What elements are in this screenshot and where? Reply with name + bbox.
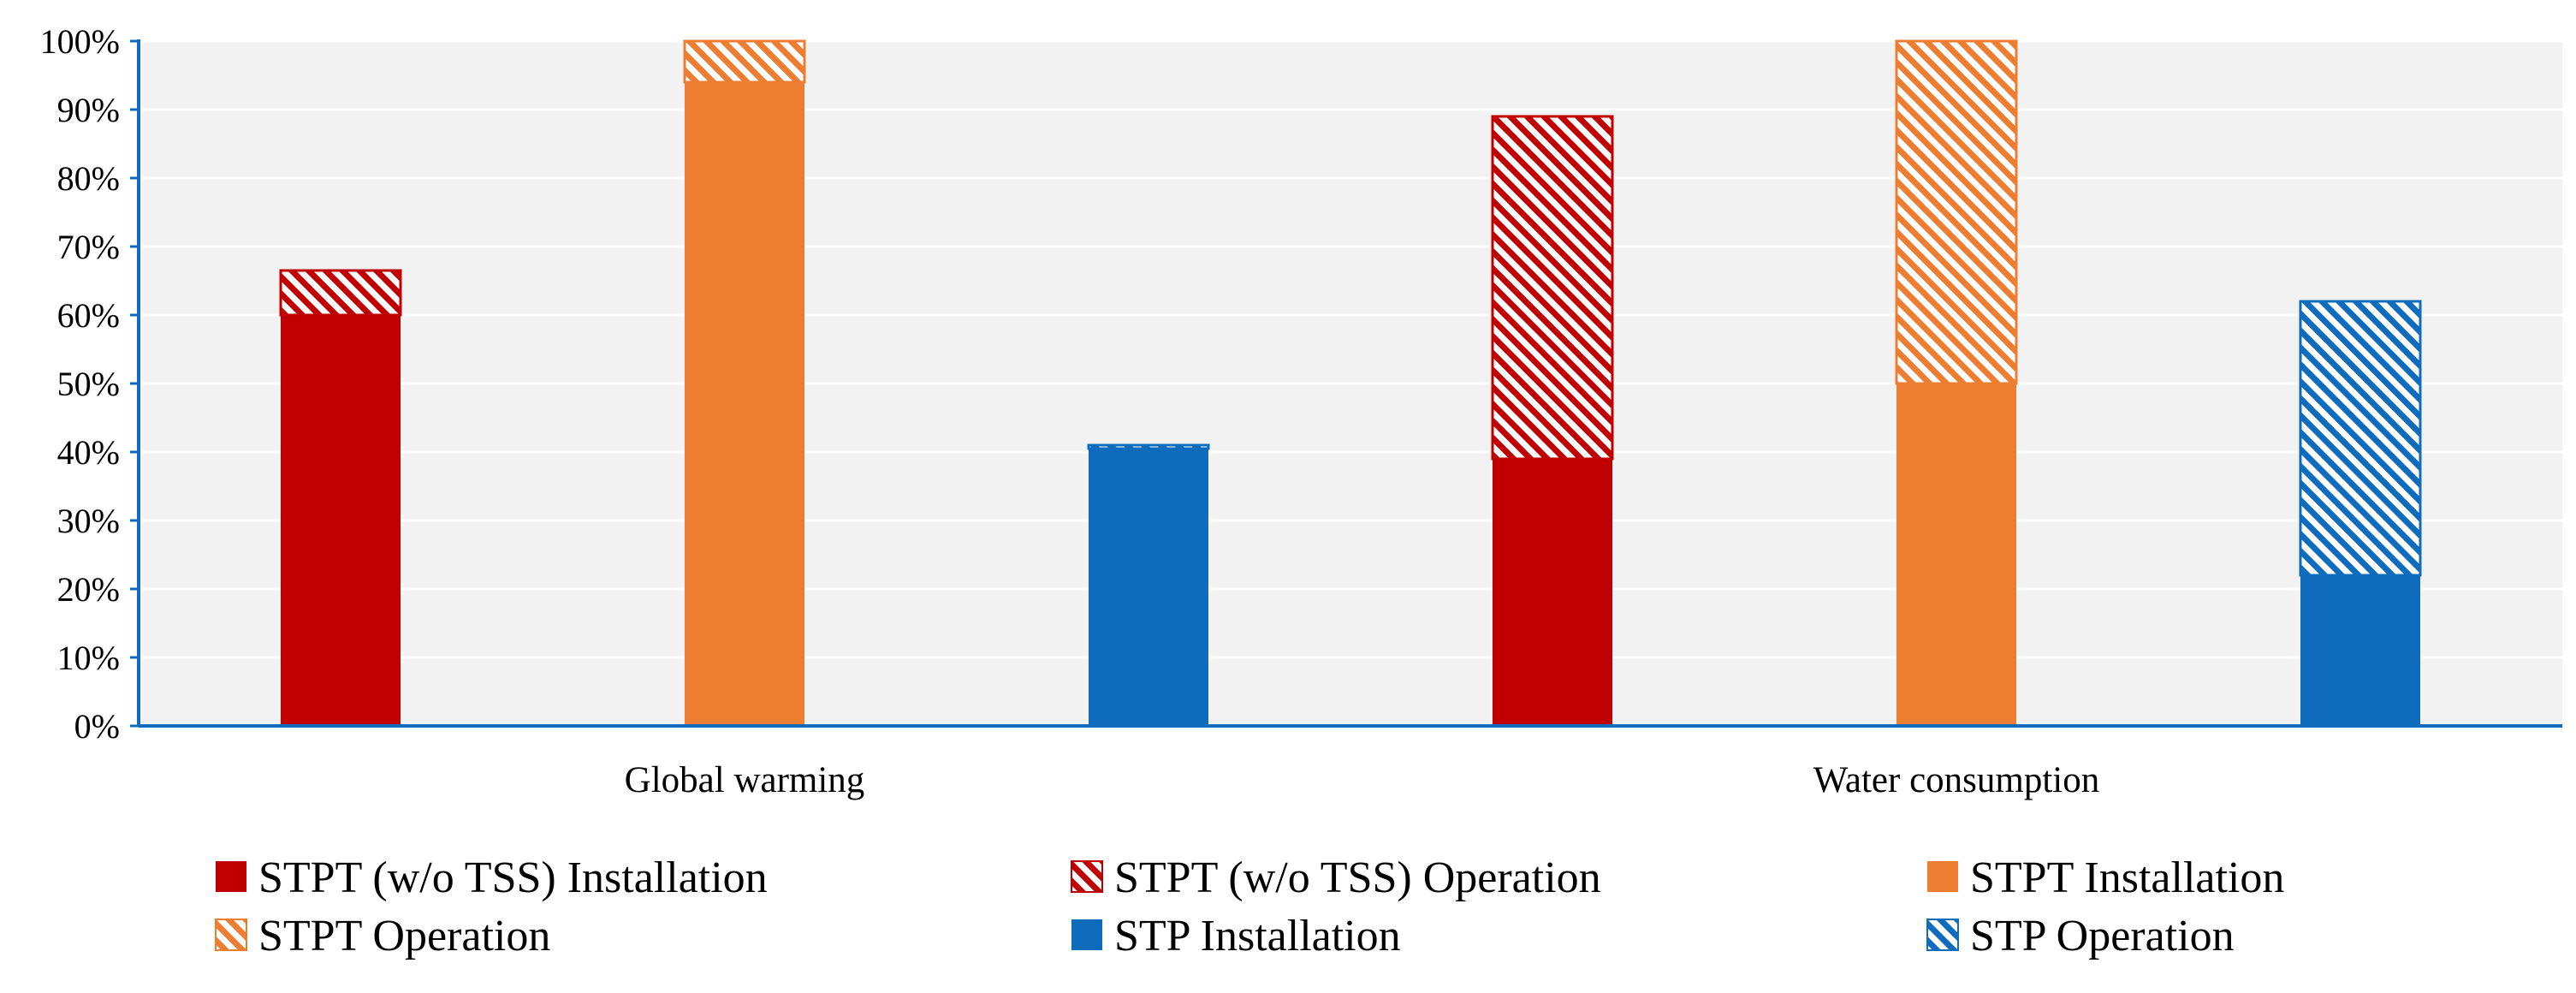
y-tick-label: 100% xyxy=(40,22,120,61)
legend-item-stpt-installation: STPT Installation xyxy=(1927,853,2284,902)
legend-swatch xyxy=(1071,860,1103,893)
legend-label: STPT (w/o TSS) Installation xyxy=(258,853,768,902)
legend: STPT (w/o TSS) Installation STPT (w/o TSS… xyxy=(215,853,2284,960)
bar-stpt-installation-global-warming xyxy=(685,82,804,726)
legend-item-stp-operation: STP Operation xyxy=(1926,912,2235,960)
y-tick-label: 30% xyxy=(57,502,120,540)
y-tick-label: 50% xyxy=(57,365,120,403)
bar-stp-operation-water-consumption xyxy=(2299,300,2422,577)
y-tick-label: 80% xyxy=(57,159,120,198)
legend-label: STP Installation xyxy=(1114,912,1401,960)
bar-stpt-operation-water-consumption xyxy=(1895,39,2018,385)
legend-label: STPT Installation xyxy=(1970,853,2284,902)
y-tick-label: 0% xyxy=(74,707,120,746)
y-tick-label: 90% xyxy=(57,91,120,129)
bars xyxy=(279,39,2422,726)
legend-item-stpt-operation: STPT Operation xyxy=(215,912,550,960)
bar-stpt-w-o-tss-installation-global-warming xyxy=(281,315,401,726)
legend-swatch xyxy=(1926,919,1959,951)
bar-stpt-w-o-tss-operation-global-warming xyxy=(279,269,402,317)
axes xyxy=(130,39,2562,728)
legend-swatch xyxy=(216,861,246,892)
legend-swatch xyxy=(1927,861,1958,892)
legend-label: STPT Operation xyxy=(258,912,550,960)
x-category-label: Water consumption xyxy=(1813,760,2100,800)
axis-labels: 0% 10% 20% 30% 40% 50% 60% 70% 80% 90% 100% Global … xyxy=(40,22,2100,800)
legend-swatch xyxy=(215,919,247,951)
legend-swatch xyxy=(1071,919,1102,950)
legend-label: STP Operation xyxy=(1970,912,2235,960)
y-tick-label: 10% xyxy=(57,639,120,677)
legend-item-stpt-w-o-tss-installation: STPT (w/o TSS) Installation xyxy=(216,853,768,902)
bar-stp-installation-water-consumption xyxy=(2300,575,2420,726)
legend-label: STPT (w/o TSS) Operation xyxy=(1114,853,1601,902)
gridlines xyxy=(139,39,2562,659)
y-tick-label: 40% xyxy=(57,433,120,472)
legend-item-stpt-w-o-tss-operation: STPT (w/o TSS) Operation xyxy=(1071,853,1601,902)
bar-stpt-operation-global-warming xyxy=(683,39,806,84)
x-category-label: Global warming xyxy=(625,760,865,800)
bar-stpt-w-o-tss-installation-water-consumption xyxy=(1493,459,1612,726)
y-tick-label: 60% xyxy=(57,296,120,335)
bar-stpt-w-o-tss-operation-water-consumption xyxy=(1491,115,1614,461)
y-tick-label: 70% xyxy=(57,228,120,266)
bar-stpt-installation-water-consumption xyxy=(1896,384,2016,726)
bar-stp-operation-global-warming xyxy=(1087,443,1210,450)
y-tick-label: 20% xyxy=(57,570,120,609)
bar-stp-installation-global-warming xyxy=(1089,449,1208,726)
legend-item-stp-installation: STP Installation xyxy=(1071,912,1401,960)
